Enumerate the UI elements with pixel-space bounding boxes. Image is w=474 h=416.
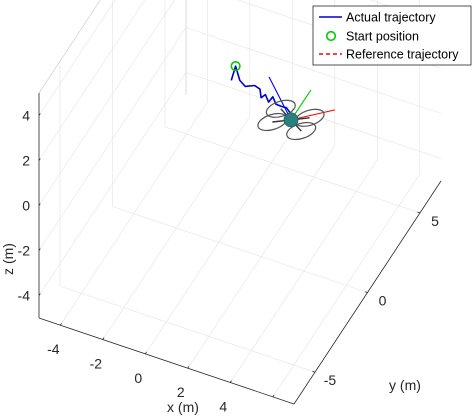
quadrotor-body bbox=[283, 112, 299, 128]
z-tick-label: 4 bbox=[22, 108, 30, 124]
z-tick-label: -4 bbox=[18, 288, 31, 304]
x-tick-label: 6 bbox=[262, 413, 270, 416]
y-tick-label: 0 bbox=[379, 293, 387, 309]
x-tick-label: 4 bbox=[219, 399, 227, 415]
series-0-line bbox=[230, 65, 292, 120]
z-tick bbox=[38, 203, 41, 206]
grid-line bbox=[185, 72, 442, 159]
legend-label-start: Start position bbox=[346, 30, 419, 44]
z-tick-label: -2 bbox=[18, 243, 31, 259]
z-tick bbox=[38, 248, 41, 251]
x-tick bbox=[229, 380, 232, 383]
y-tick bbox=[364, 291, 368, 293]
legend-swatch-start bbox=[325, 30, 337, 42]
x-tick-label: 0 bbox=[134, 370, 142, 386]
rotor-disc bbox=[265, 99, 296, 118]
x-tick bbox=[187, 366, 190, 369]
x-axis-label: x (m) bbox=[167, 399, 199, 415]
body-x-axis bbox=[290, 109, 336, 121]
tick-labels: -4 -2 0 2 4 6 -5 0 5 -4 -2 0 2 4 bbox=[18, 108, 440, 416]
x-axis-line bbox=[38, 317, 295, 405]
data-layer bbox=[230, 60, 292, 120]
x-tick bbox=[102, 337, 105, 340]
x-tick-label: -2 bbox=[90, 356, 103, 372]
z-tick bbox=[38, 158, 41, 161]
legend-label-reference: Reference trajectory bbox=[346, 48, 459, 62]
y-tick bbox=[417, 211, 421, 214]
y-tick bbox=[312, 370, 316, 373]
grid-line bbox=[59, 285, 316, 373]
z-axis-label: z (m) bbox=[0, 243, 16, 275]
legend: Actual trajectory Start position Referen… bbox=[312, 5, 472, 66]
z-tick bbox=[38, 113, 41, 116]
grid-line bbox=[185, 27, 442, 114]
box-edge bbox=[38, 0, 101, 94]
z-tick-label: 2 bbox=[22, 153, 30, 169]
body-z-axis bbox=[268, 76, 292, 121]
grid-line bbox=[164, 126, 421, 214]
y-tick-label: -5 bbox=[324, 372, 337, 388]
y-axis-label: y (m) bbox=[389, 377, 421, 393]
rotor-disc bbox=[286, 121, 317, 141]
x-tick-label: 2 bbox=[177, 384, 185, 400]
z-tick bbox=[38, 293, 41, 296]
start-position-marker bbox=[230, 60, 241, 72]
legend-label-actual: Actual trajectory bbox=[346, 11, 436, 25]
z-tick-label: 0 bbox=[22, 198, 30, 214]
grid-line bbox=[38, 72, 187, 296]
grid-line bbox=[38, 0, 146, 161]
quadrotor-model bbox=[257, 76, 336, 141]
grid-line bbox=[38, 27, 187, 251]
x-tick bbox=[272, 394, 275, 398]
legend-box bbox=[312, 5, 472, 66]
grid-line bbox=[38, 0, 175, 206]
grid-line bbox=[112, 206, 368, 293]
y-tick-label: 5 bbox=[431, 213, 439, 229]
x-tick-label: -4 bbox=[47, 341, 60, 357]
x-tick bbox=[144, 351, 147, 355]
x-tick bbox=[59, 323, 62, 326]
grid-line bbox=[38, 0, 116, 116]
